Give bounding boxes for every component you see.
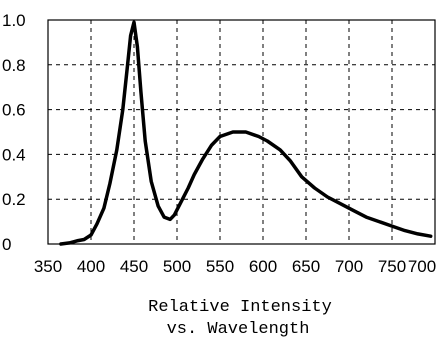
x-tick-label: 350	[34, 257, 62, 276]
y-tick-label: 0.8	[2, 56, 26, 75]
caption-line-2: vs. Wavelength	[167, 320, 310, 339]
x-tick-label: 500	[163, 257, 191, 276]
y-tick-label: 0	[2, 235, 11, 254]
caption-line-1: Relative Intensity	[148, 298, 332, 317]
intensity-curve	[59, 20, 433, 246]
plot-frame	[47, 19, 436, 245]
y-tick-label: 0.2	[2, 190, 26, 209]
y-tick-label: 1.0	[2, 11, 26, 30]
y-tick-label: 0.4	[2, 145, 26, 164]
x-axis-tick-labels: 350 400 450 500 550 600 650 700 750 700	[34, 257, 436, 276]
x-tick-label: 450	[120, 257, 148, 276]
x-tick-label: 650	[292, 257, 320, 276]
x-tick-label: 600	[249, 257, 277, 276]
x-tick-label: 700	[408, 257, 436, 276]
x-tick-label: 550	[206, 257, 234, 276]
x-tick-label: 750	[378, 257, 406, 276]
y-axis-tick-labels: 0 0.2 0.4 0.6 0.8 1.0	[2, 11, 26, 254]
x-tick-label: 700	[335, 257, 363, 276]
y-tick-label: 0.6	[2, 101, 26, 120]
x-tick-label: 400	[77, 257, 105, 276]
